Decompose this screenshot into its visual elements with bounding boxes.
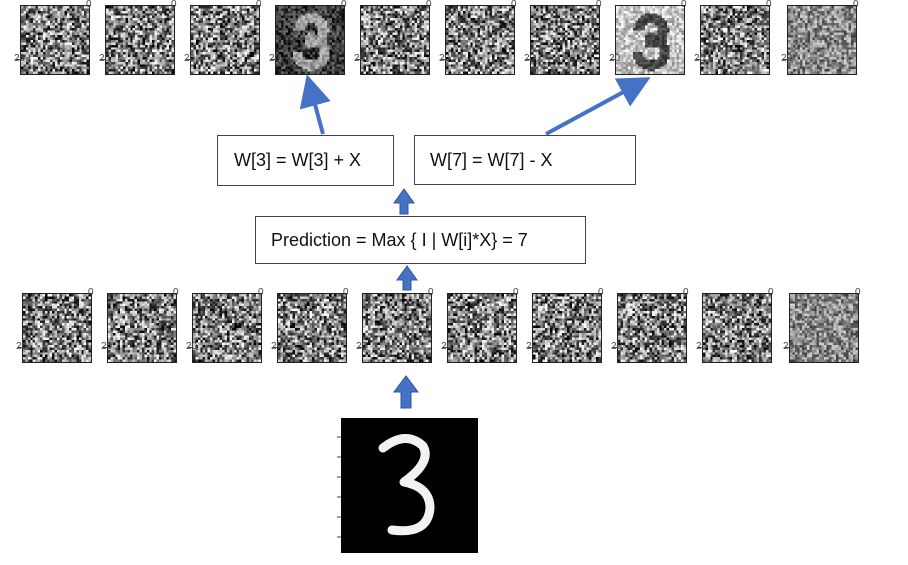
input-digit-image [337,418,478,553]
tick-mark [698,347,702,348]
weight-tile-0 [20,5,90,75]
update-rule-7-text: W[7] = W[7] - X [430,149,553,170]
weight-tile-9 [787,5,857,75]
tick-label-20: 20 [354,54,365,64]
weight-tile-8 [700,5,770,75]
arrow-to-weight-3 [299,74,331,135]
weight-tile-0 [22,293,92,363]
tick-label-0: 0 [343,287,349,298]
tick-mark [271,59,275,60]
up-arrow-prediction [396,265,418,291]
weight-tile-8 [702,293,772,363]
tick-label-0: 0 [681,0,687,10]
tick-label-0: 0 [768,287,774,298]
tick-label-20: 20 [524,54,535,64]
tick-label-20: 20 [526,342,537,352]
tick-label-20: 20 [99,54,110,64]
tick-label-20: 20 [101,342,112,352]
weight-tile-2 [192,293,262,363]
arrow-to-weight-7 [545,77,651,136]
tick-label-20: 20 [356,342,367,352]
tick-label-0: 0 [171,0,177,10]
tick-label-20: 20 [14,54,25,64]
tick-label-0: 0 [86,0,92,10]
tick-label-0: 0 [596,0,602,10]
tick-label-0: 0 [426,0,432,10]
tick-label-20: 20 [694,54,705,64]
tick-label-0: 0 [258,287,264,298]
up-arrow-input [393,375,419,409]
tick-mark [526,59,530,60]
tick-label-20: 20 [16,342,27,352]
tick-mark [18,347,22,348]
tick-mark [443,347,447,348]
tick-label-0: 0 [855,287,861,298]
tick-mark [358,347,362,348]
tick-mark [528,347,532,348]
weight-tile-7 [617,293,687,363]
tick-label-20: 20 [439,54,450,64]
weight-tile-4 [360,5,430,75]
tick-label-20: 20 [269,54,280,64]
tick-mark [696,59,700,60]
tick-label-0: 0 [341,0,347,10]
tick-label-20: 20 [186,342,197,352]
tick-mark [188,347,192,348]
weight-tile-6 [532,293,602,363]
tick-label-0: 0 [598,287,604,298]
tick-label-20: 20 [781,54,792,64]
tick-label-20: 20 [609,54,620,64]
tick-label-0: 0 [853,0,859,10]
tick-mark [16,59,20,60]
tick-label-20: 20 [441,342,452,352]
weight-tile-4 [362,293,432,363]
tick-label-0: 0 [513,287,519,298]
tick-label-0: 0 [173,287,179,298]
tick-label-20: 20 [271,342,282,352]
up-arrow-update [393,188,415,215]
weight-tile-5 [445,5,515,75]
tick-mark [273,347,277,348]
tick-label-20: 20 [696,342,707,352]
weight-tile-7 [615,5,685,75]
tick-label-0: 0 [88,287,94,298]
tick-mark [441,59,445,60]
tick-label-20: 20 [184,54,195,64]
weight-tile-2 [190,5,260,75]
update-rule-7-box: W[7] = W[7] - X [414,135,636,185]
weight-tile-9 [789,293,859,363]
weight-tile-3 [275,5,345,75]
tick-mark [783,59,787,60]
weight-tile-1 [105,5,175,75]
weight-tile-5 [447,293,517,363]
tick-label-0: 0 [766,0,772,10]
tick-label-20: 20 [783,342,794,352]
tick-mark [186,59,190,60]
tick-mark [356,59,360,60]
weight-tile-1 [107,293,177,363]
tick-label-0: 0 [683,287,689,298]
update-rule-3-text: W[3] = W[3] + X [234,150,362,170]
tick-label-0: 0 [428,287,434,298]
tick-mark [101,59,105,60]
update-rule-3-box: W[3] = W[3] + X [217,135,394,186]
prediction-text: Prediction = Max { I | W[i]*X} = 7 [271,229,528,250]
tick-label-20: 20 [611,342,622,352]
tick-label-0: 0 [511,0,517,10]
tick-mark [785,347,789,348]
tick-label-0: 0 [256,0,262,10]
tick-mark [613,347,617,348]
prediction-box: Prediction = Max { I | W[i]*X} = 7 [255,216,586,264]
tick-mark [611,59,615,60]
weight-tile-3 [277,293,347,363]
tick-mark [103,347,107,348]
weight-tile-6 [530,5,600,75]
